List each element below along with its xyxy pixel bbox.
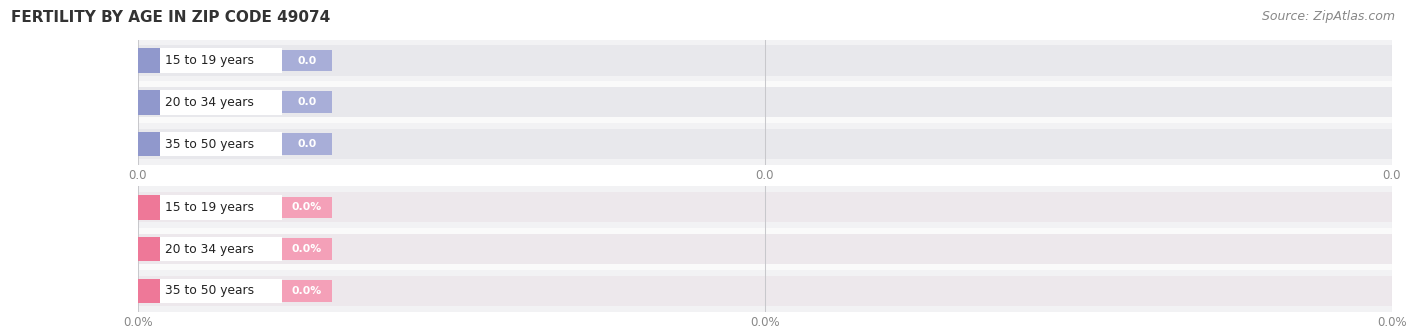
Bar (160, 237, 283, 261)
Text: 15 to 19 years: 15 to 19 years (166, 54, 254, 67)
Text: 20 to 34 years: 20 to 34 years (166, 243, 254, 256)
Text: 0.0%: 0.0% (292, 286, 322, 296)
Bar (138, 40, 1392, 82)
Bar (160, 279, 283, 303)
Bar (138, 237, 160, 261)
Bar (138, 234, 1392, 264)
Bar (160, 90, 283, 115)
Bar (160, 132, 283, 156)
Bar (138, 132, 160, 156)
Bar (138, 276, 1392, 306)
Bar (138, 192, 1392, 222)
Text: 35 to 50 years: 35 to 50 years (166, 138, 254, 150)
Bar (138, 279, 160, 303)
Bar (138, 129, 1392, 159)
Bar (160, 48, 283, 73)
Text: 0.0: 0.0 (298, 55, 316, 65)
Bar (160, 195, 283, 220)
Bar (283, 197, 332, 218)
Bar (283, 91, 332, 113)
Text: 35 to 50 years: 35 to 50 years (166, 284, 254, 297)
Text: 0.0: 0.0 (298, 139, 316, 149)
Text: Source: ZipAtlas.com: Source: ZipAtlas.com (1261, 10, 1395, 23)
Bar (138, 46, 1392, 76)
Bar (283, 238, 332, 260)
Bar (138, 90, 160, 115)
Bar (283, 280, 332, 302)
Bar (138, 87, 1392, 117)
Bar (138, 186, 1392, 228)
Text: 0.0%: 0.0% (292, 202, 322, 212)
Text: 0.0: 0.0 (298, 97, 316, 107)
Bar (138, 82, 1392, 123)
Text: 20 to 34 years: 20 to 34 years (166, 96, 254, 109)
Bar (138, 228, 1392, 270)
Text: 15 to 19 years: 15 to 19 years (166, 201, 254, 214)
Bar (283, 50, 332, 71)
Bar (283, 133, 332, 155)
Bar (138, 270, 1392, 312)
Bar (138, 195, 160, 220)
Text: 0.0%: 0.0% (292, 244, 322, 254)
Text: FERTILITY BY AGE IN ZIP CODE 49074: FERTILITY BY AGE IN ZIP CODE 49074 (11, 10, 330, 25)
Bar (138, 48, 160, 73)
Bar (138, 123, 1392, 165)
